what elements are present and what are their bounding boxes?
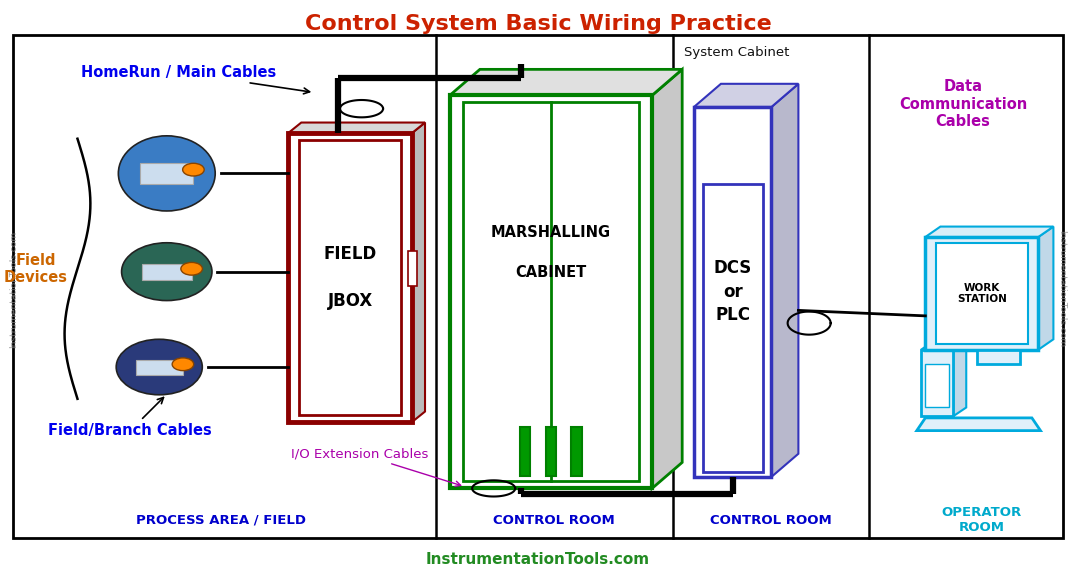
Text: Field/Branch Cables: Field/Branch Cables: [48, 398, 212, 438]
FancyBboxPatch shape: [140, 163, 194, 184]
Polygon shape: [921, 341, 966, 350]
Polygon shape: [917, 418, 1040, 431]
Text: DCS
or
PLC: DCS or PLC: [713, 260, 752, 324]
FancyBboxPatch shape: [299, 140, 401, 415]
Text: JBOX: JBOX: [327, 291, 373, 310]
Text: PROCESS AREA / FIELD: PROCESS AREA / FIELD: [136, 514, 306, 527]
Polygon shape: [450, 69, 682, 95]
Text: System Cabinet: System Cabinet: [684, 46, 790, 58]
FancyBboxPatch shape: [925, 237, 1038, 350]
Text: WORK
STATION: WORK STATION: [957, 283, 1007, 304]
FancyBboxPatch shape: [936, 243, 1028, 344]
Polygon shape: [412, 123, 425, 422]
FancyBboxPatch shape: [288, 133, 412, 422]
Text: Data
Communication
Cables: Data Communication Cables: [898, 79, 1028, 129]
FancyBboxPatch shape: [520, 427, 530, 476]
Text: I/O Extension Cables: I/O Extension Cables: [291, 447, 461, 486]
Text: FIELD: FIELD: [324, 245, 377, 264]
Polygon shape: [652, 69, 682, 488]
FancyBboxPatch shape: [450, 95, 652, 488]
FancyBboxPatch shape: [571, 427, 582, 476]
Polygon shape: [1038, 227, 1053, 350]
FancyBboxPatch shape: [694, 107, 771, 477]
Text: InstrumentationTools.com: InstrumentationTools.com: [10, 231, 18, 347]
Ellipse shape: [122, 243, 212, 301]
Text: HomeRun / Main Cables: HomeRun / Main Cables: [81, 65, 310, 94]
Ellipse shape: [172, 358, 194, 370]
Ellipse shape: [183, 163, 204, 176]
FancyBboxPatch shape: [142, 264, 192, 280]
Text: OPERATOR
ROOM: OPERATOR ROOM: [942, 506, 1021, 534]
Text: CONTROL ROOM: CONTROL ROOM: [709, 514, 832, 527]
FancyBboxPatch shape: [546, 427, 556, 476]
Polygon shape: [288, 123, 425, 133]
FancyBboxPatch shape: [977, 350, 1020, 364]
Polygon shape: [694, 84, 798, 107]
FancyBboxPatch shape: [13, 35, 1063, 538]
FancyBboxPatch shape: [921, 350, 953, 416]
FancyBboxPatch shape: [703, 184, 763, 472]
Ellipse shape: [116, 339, 202, 395]
Ellipse shape: [118, 136, 215, 211]
Text: Control System Basic Wiring Practice: Control System Basic Wiring Practice: [305, 14, 771, 35]
Polygon shape: [925, 227, 1053, 237]
Text: InstrumentationTools.com: InstrumentationTools.com: [1058, 231, 1066, 347]
Ellipse shape: [181, 262, 202, 275]
Text: CABINET: CABINET: [515, 265, 586, 280]
Text: Field
Devices: Field Devices: [3, 253, 68, 285]
Polygon shape: [771, 84, 798, 477]
FancyBboxPatch shape: [463, 102, 639, 481]
FancyBboxPatch shape: [925, 364, 949, 407]
Polygon shape: [953, 341, 966, 416]
Text: MARSHALLING: MARSHALLING: [491, 225, 611, 240]
Text: CONTROL ROOM: CONTROL ROOM: [493, 514, 615, 527]
Text: InstrumentationTools.com: InstrumentationTools.com: [426, 552, 650, 567]
FancyBboxPatch shape: [408, 251, 417, 286]
FancyBboxPatch shape: [136, 360, 183, 375]
